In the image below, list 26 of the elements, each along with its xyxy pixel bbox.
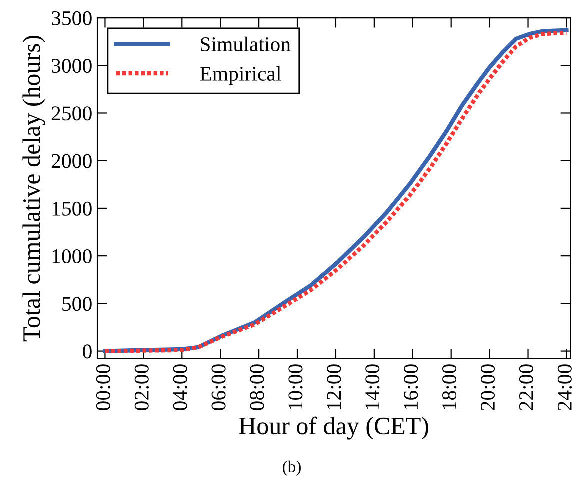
y-tick-label: 3000 [52,59,92,74]
text: (b) [283,460,301,476]
x-tick-label: 20:00 [480,364,496,410]
x-tick-label: 16:00 [404,364,418,410]
y-tick-label: 1500 [52,202,92,216]
y-tick-label: 1000 [52,249,92,264]
x-tick-label: 02:00 [134,364,149,410]
y-axis-title: Total cumulative delay (hours) [22,36,46,342]
y-tick-label: 2500 [52,106,92,121]
x-tick-label: 06:00 [212,364,226,410]
x-tick-label: 24:00 [558,364,572,410]
x-axis-title: Hour of day (CET) [239,416,428,440]
y-tick-label: 0 [83,344,92,359]
y-tick-label: 3500 [52,11,92,26]
legend-label: Simulation [201,36,291,52]
x-tick-label: 18:00 [442,364,457,410]
x-tick-label: 04:00 [173,364,188,410]
x-tick-label: 22:00 [519,364,534,410]
y-tick-label: 2000 [52,154,92,168]
x-tick-label: 00:00 [96,364,111,410]
y-tick-label: 500 [62,297,92,312]
x-tick-label: 14:00 [366,364,380,410]
x-tick-label: 10:00 [288,364,303,410]
legend-label: Empirical [200,66,282,86]
x-tick-label: 12:00 [327,364,342,410]
x-tick-label: 08:00 [250,364,264,410]
